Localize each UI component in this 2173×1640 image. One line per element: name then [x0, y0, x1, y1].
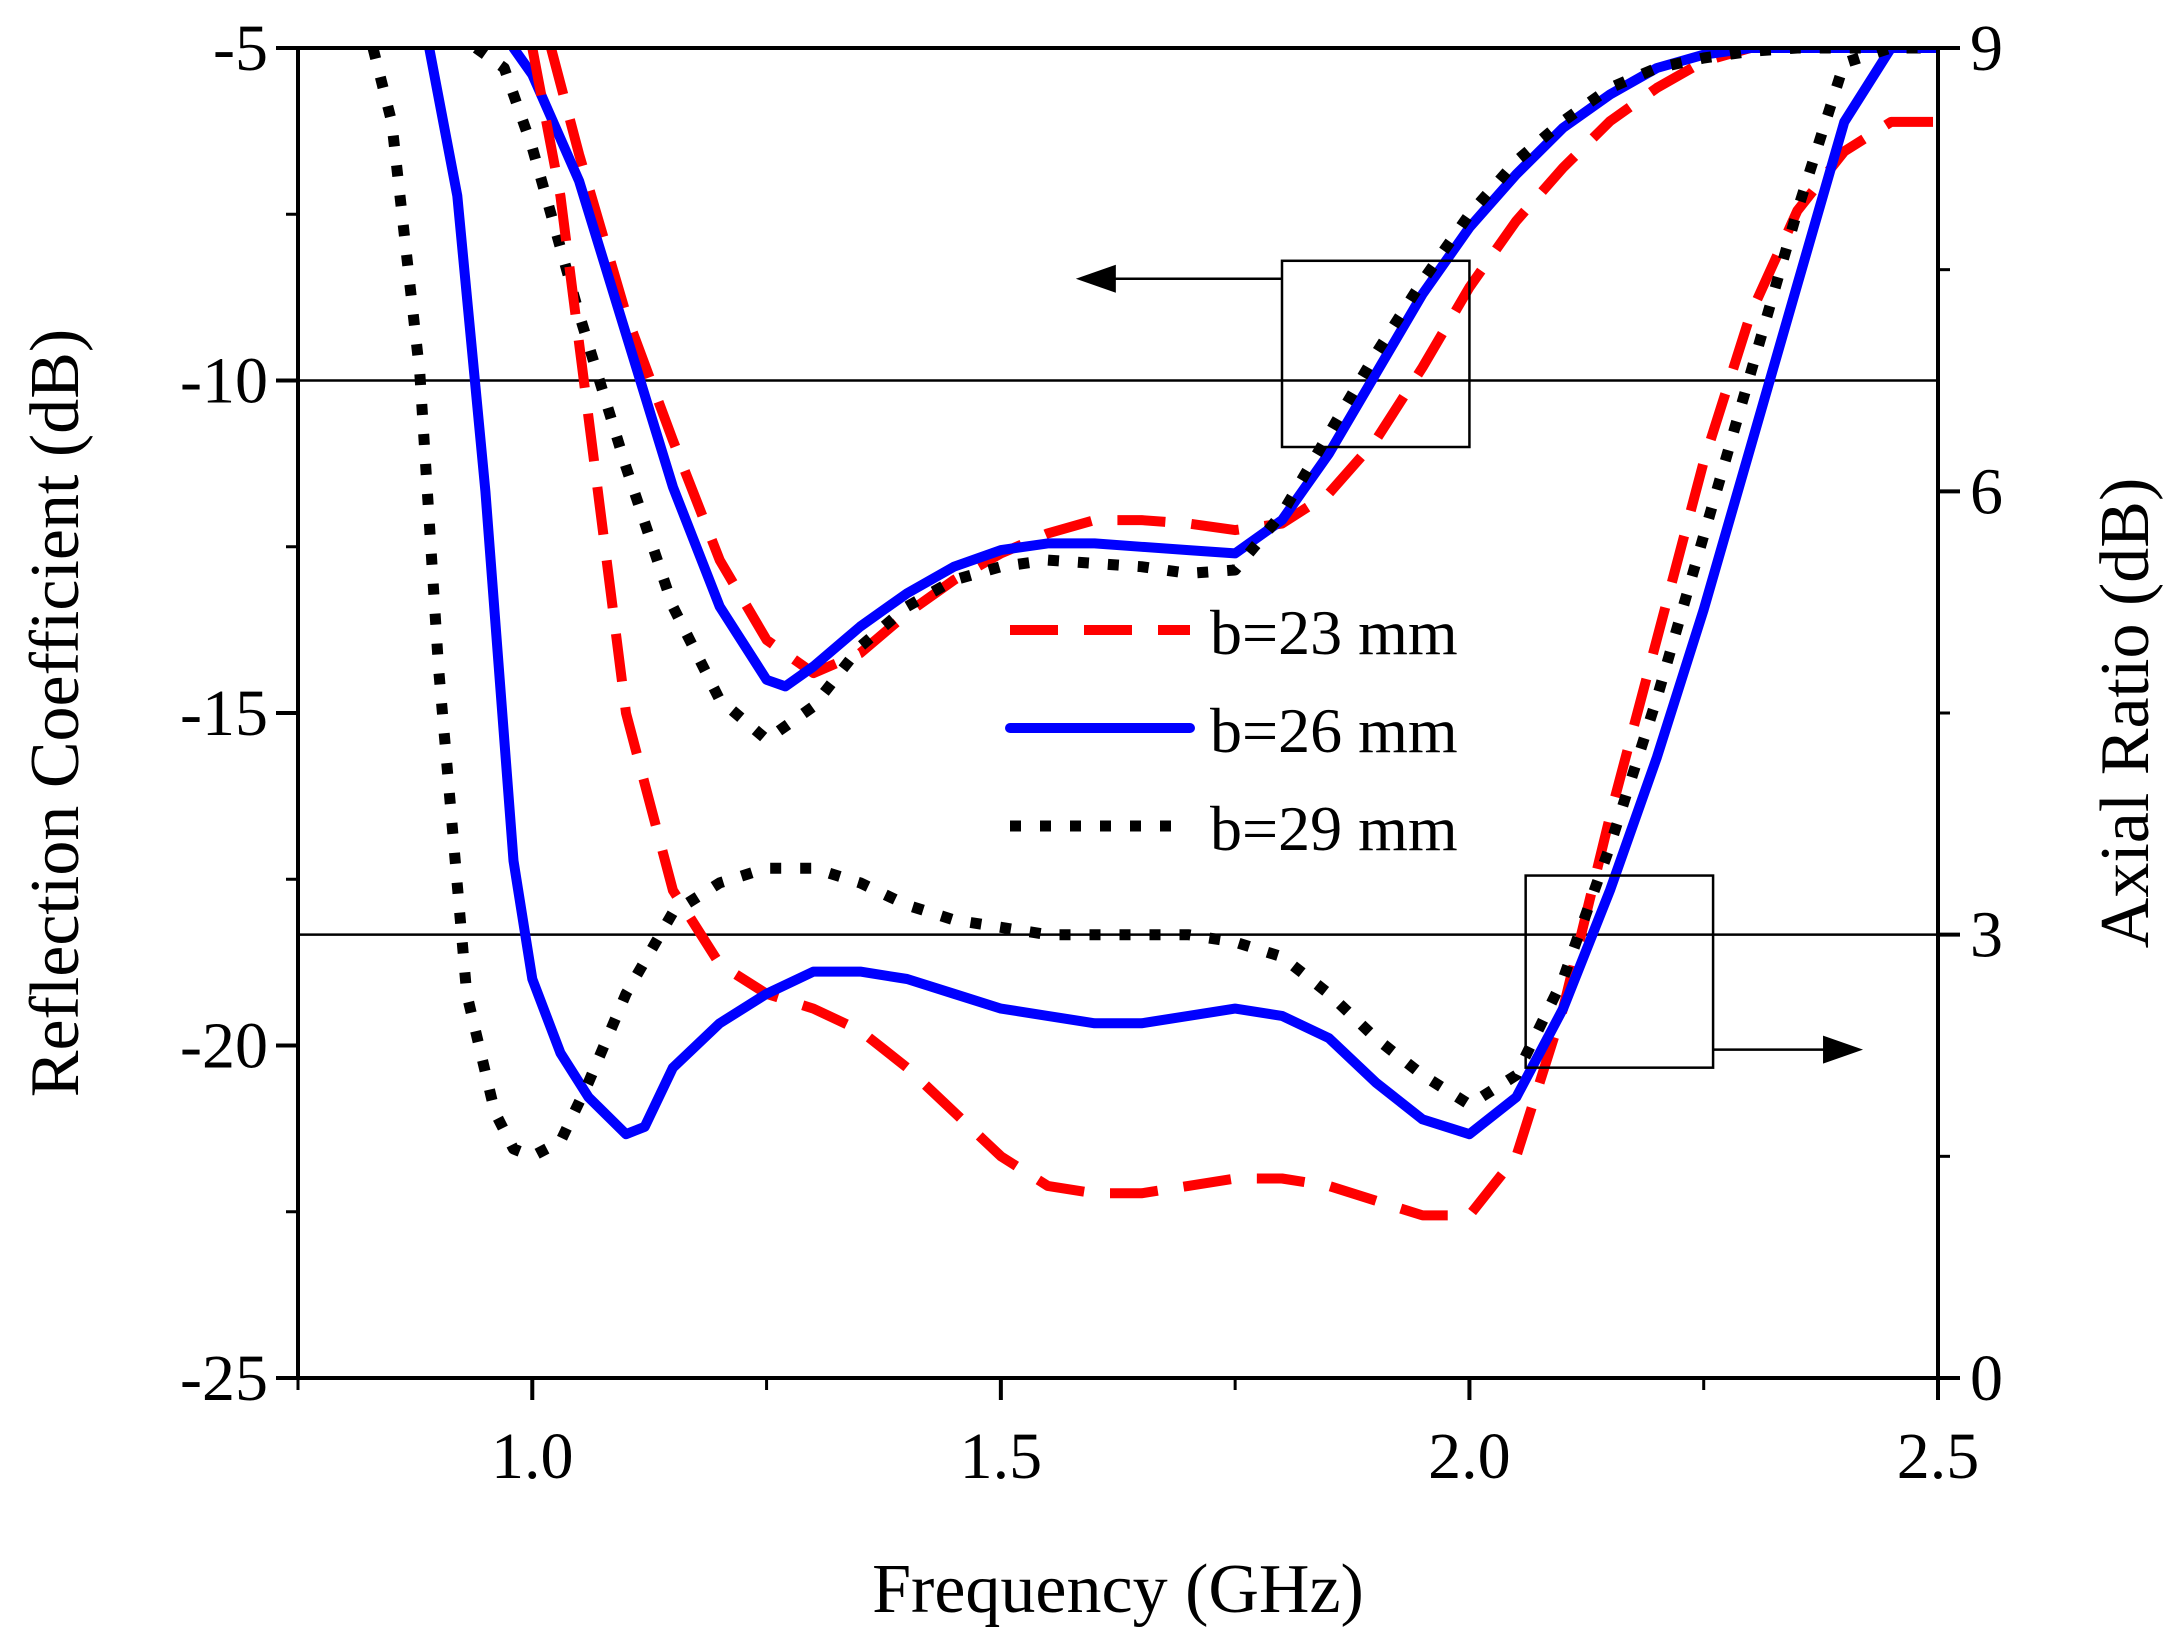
x-tick-label: 2.0	[1428, 1420, 1511, 1493]
x-tick-label: 1.0	[491, 1420, 574, 1493]
x-tick-label: 1.5	[960, 1420, 1043, 1493]
legend-label: b=29 mm	[1210, 793, 1458, 864]
annotation-arrowhead-left-axis	[1075, 264, 1116, 293]
axial-ratio-series-b-29-mm	[367, 48, 1938, 1162]
left-y-axis-title: Reflection Coefficient (dB)	[17, 329, 94, 1097]
reflection-series-b-23-mm	[546, 48, 1938, 679]
annotation-box-right-axis	[1524, 874, 1715, 1069]
x-axis-title: Frequency (GHz)	[872, 1551, 1364, 1628]
right-y-tick-label: 9	[1970, 12, 2003, 85]
left-y-tick-label: -25	[180, 1342, 268, 1415]
right-y-tick-label: 6	[1970, 455, 2003, 528]
reflection-series-b-26-mm	[508, 48, 1938, 692]
right-y-axis-title: Axial Ratio (dB)	[2087, 478, 2164, 948]
left-y-tick-label: -15	[180, 677, 268, 750]
annotation-box-left-axis	[1280, 259, 1471, 449]
legend-label: b=23 mm	[1210, 597, 1458, 668]
legend-label: b=26 mm	[1210, 695, 1458, 766]
axial-ratio-series-b-23-mm	[527, 48, 1938, 1221]
axial-ratio-series-b-26-mm	[424, 48, 1938, 1140]
left-y-tick-label: -10	[180, 345, 268, 418]
left-y-tick-label: -20	[180, 1010, 268, 1083]
right-y-tick-label: 0	[1970, 1342, 2003, 1415]
x-tick-label: 2.5	[1897, 1420, 1980, 1493]
reflection-series-b-29-mm	[472, 48, 1938, 746]
right-y-tick-label: 3	[1970, 899, 2003, 972]
annotation-arrowhead-right-axis	[1823, 1035, 1864, 1064]
left-y-tick-label: -5	[213, 12, 268, 85]
